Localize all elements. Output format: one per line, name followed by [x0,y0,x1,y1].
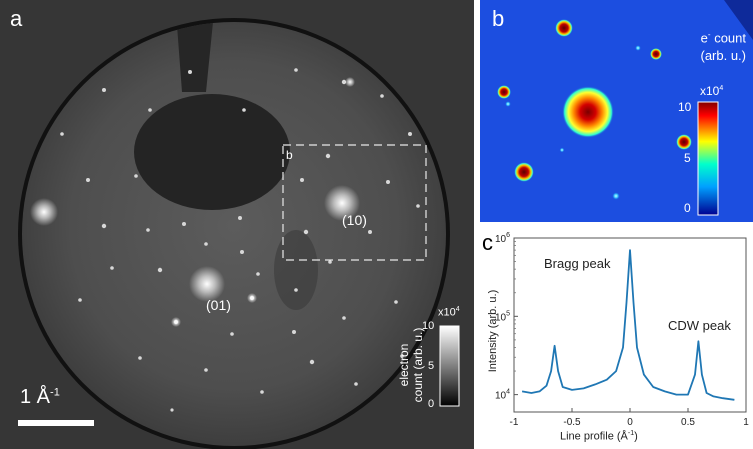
zoomed-pattern-svg [480,0,753,222]
y-axis-label: Intensity (arb. u.) [487,289,499,373]
panel-b-title: e- count (arb. u.) [700,30,746,64]
x-axis-label: Line profile (Å-1) [560,430,638,443]
profile-series-line [521,249,735,401]
colorbar-a-label: electron count (arb. u.) [397,327,425,403]
panel-a-letter: a [10,6,23,31]
x-tick-label: 0.5 [681,417,695,428]
spot-label-10: (10) [342,212,367,228]
scale-bar [18,420,94,426]
panel-b-letter: b [492,6,505,31]
annotation-bragg-peak: Bragg peak [544,256,611,271]
colorbar-b-tick-0: 0 [684,201,691,215]
x-tick-label: -1 [510,417,519,428]
scale-bar-label: 1 Å-1 [20,386,60,408]
colorbar-a-tick-0: 0 [428,398,435,410]
x-tick-label: -0.5 [563,417,581,428]
y-tick-label: 106 [495,232,510,245]
panel-a-diffraction-image: a b (10) (01) 1 Å-1 x104 10 5 0 electron… [0,0,474,449]
colorbar-b-tick-5: 5 [684,151,691,165]
phosphor-screen [22,22,446,446]
holder-arm-shadow [176,22,214,92]
x-tick-label: 1 [743,417,749,428]
spot-label-01: (01) [206,297,231,313]
colorbar-b-tick-10: 10 [678,100,692,114]
bright-spot-10 [324,185,360,221]
inset-box-label: b [286,148,293,162]
annotation-cdw-peak: CDW peak [668,318,731,333]
colorbar-a [439,325,460,407]
inset-region-box [282,144,427,261]
x-tick-label: 0 [627,417,633,428]
panel-c-letter: c [482,230,493,255]
bright-spot-01 [189,266,225,302]
colorbar-b [697,101,719,216]
bragg-peak-spot [562,86,614,138]
panel-c-line-profile: c -1 -0.5 0 0.5 1 104 105 106 Intensity (arb. u… [480,226,753,449]
diffraction-pattern-svg [18,18,460,449]
panel-b-zoomed-image: b e- count (arb. u.) x104 10 5 0 [480,0,753,222]
colorbar-a-multiplier: x104 [438,306,460,319]
colorbar-a-tick-10: 10 [422,320,435,332]
colorbar-a-tick-5: 5 [428,360,435,372]
bright-spot-left [30,198,58,226]
sample-shadow [134,94,290,210]
colorbar-b-multiplier: x104 [700,84,724,98]
faint-spots [60,68,420,412]
